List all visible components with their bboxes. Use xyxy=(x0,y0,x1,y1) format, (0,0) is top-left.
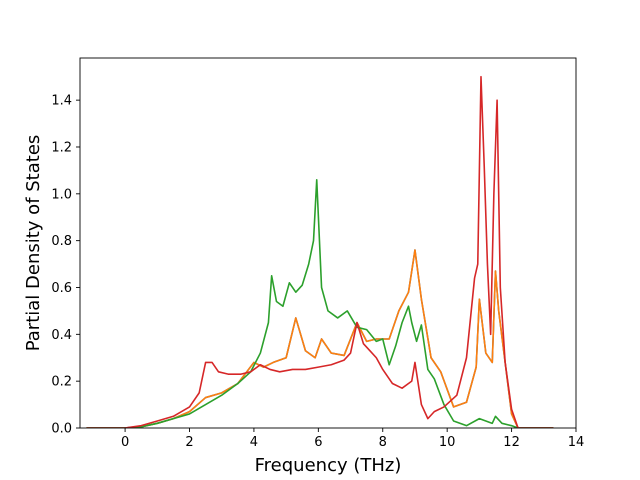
x-tick-label: 14 xyxy=(568,435,585,450)
y-tick-label: 1.4 xyxy=(51,94,72,109)
series-layer xyxy=(86,75,554,428)
x-tick-label: 12 xyxy=(503,435,520,450)
x-tick-label: 2 xyxy=(185,435,193,450)
x-axis-label: Frequency (THz) xyxy=(255,455,402,476)
series-line-2 xyxy=(86,249,554,428)
plot-frame xyxy=(79,57,577,429)
x-tick-label: 10 xyxy=(439,435,456,450)
y-tick-label: 1.2 xyxy=(51,140,72,155)
y-tick-label: 0.4 xyxy=(51,328,72,343)
x-tick-label: 0 xyxy=(121,435,129,450)
y-tick-label: 0.0 xyxy=(51,422,72,437)
y-tick-label: 0.2 xyxy=(51,375,72,390)
x-tick-label: 6 xyxy=(314,435,322,450)
axes-layer: 0 2 4 6 8 10 12 14 0.0 0.2 0.4 0.6 0.8 1.0 1.2 1.4 xyxy=(51,57,585,450)
y-tick-label: 0.6 xyxy=(51,281,72,296)
series-line-3 xyxy=(86,178,554,428)
y-tick-label: 0.8 xyxy=(51,234,72,249)
y-tick-label: 1.0 xyxy=(51,187,72,202)
x-tick-label: 4 xyxy=(250,435,258,450)
plot-background xyxy=(80,58,576,428)
x-tick-label: 8 xyxy=(379,435,387,450)
y-axis-label: Partial Density of States xyxy=(23,135,44,352)
series-line-4 xyxy=(86,75,554,428)
